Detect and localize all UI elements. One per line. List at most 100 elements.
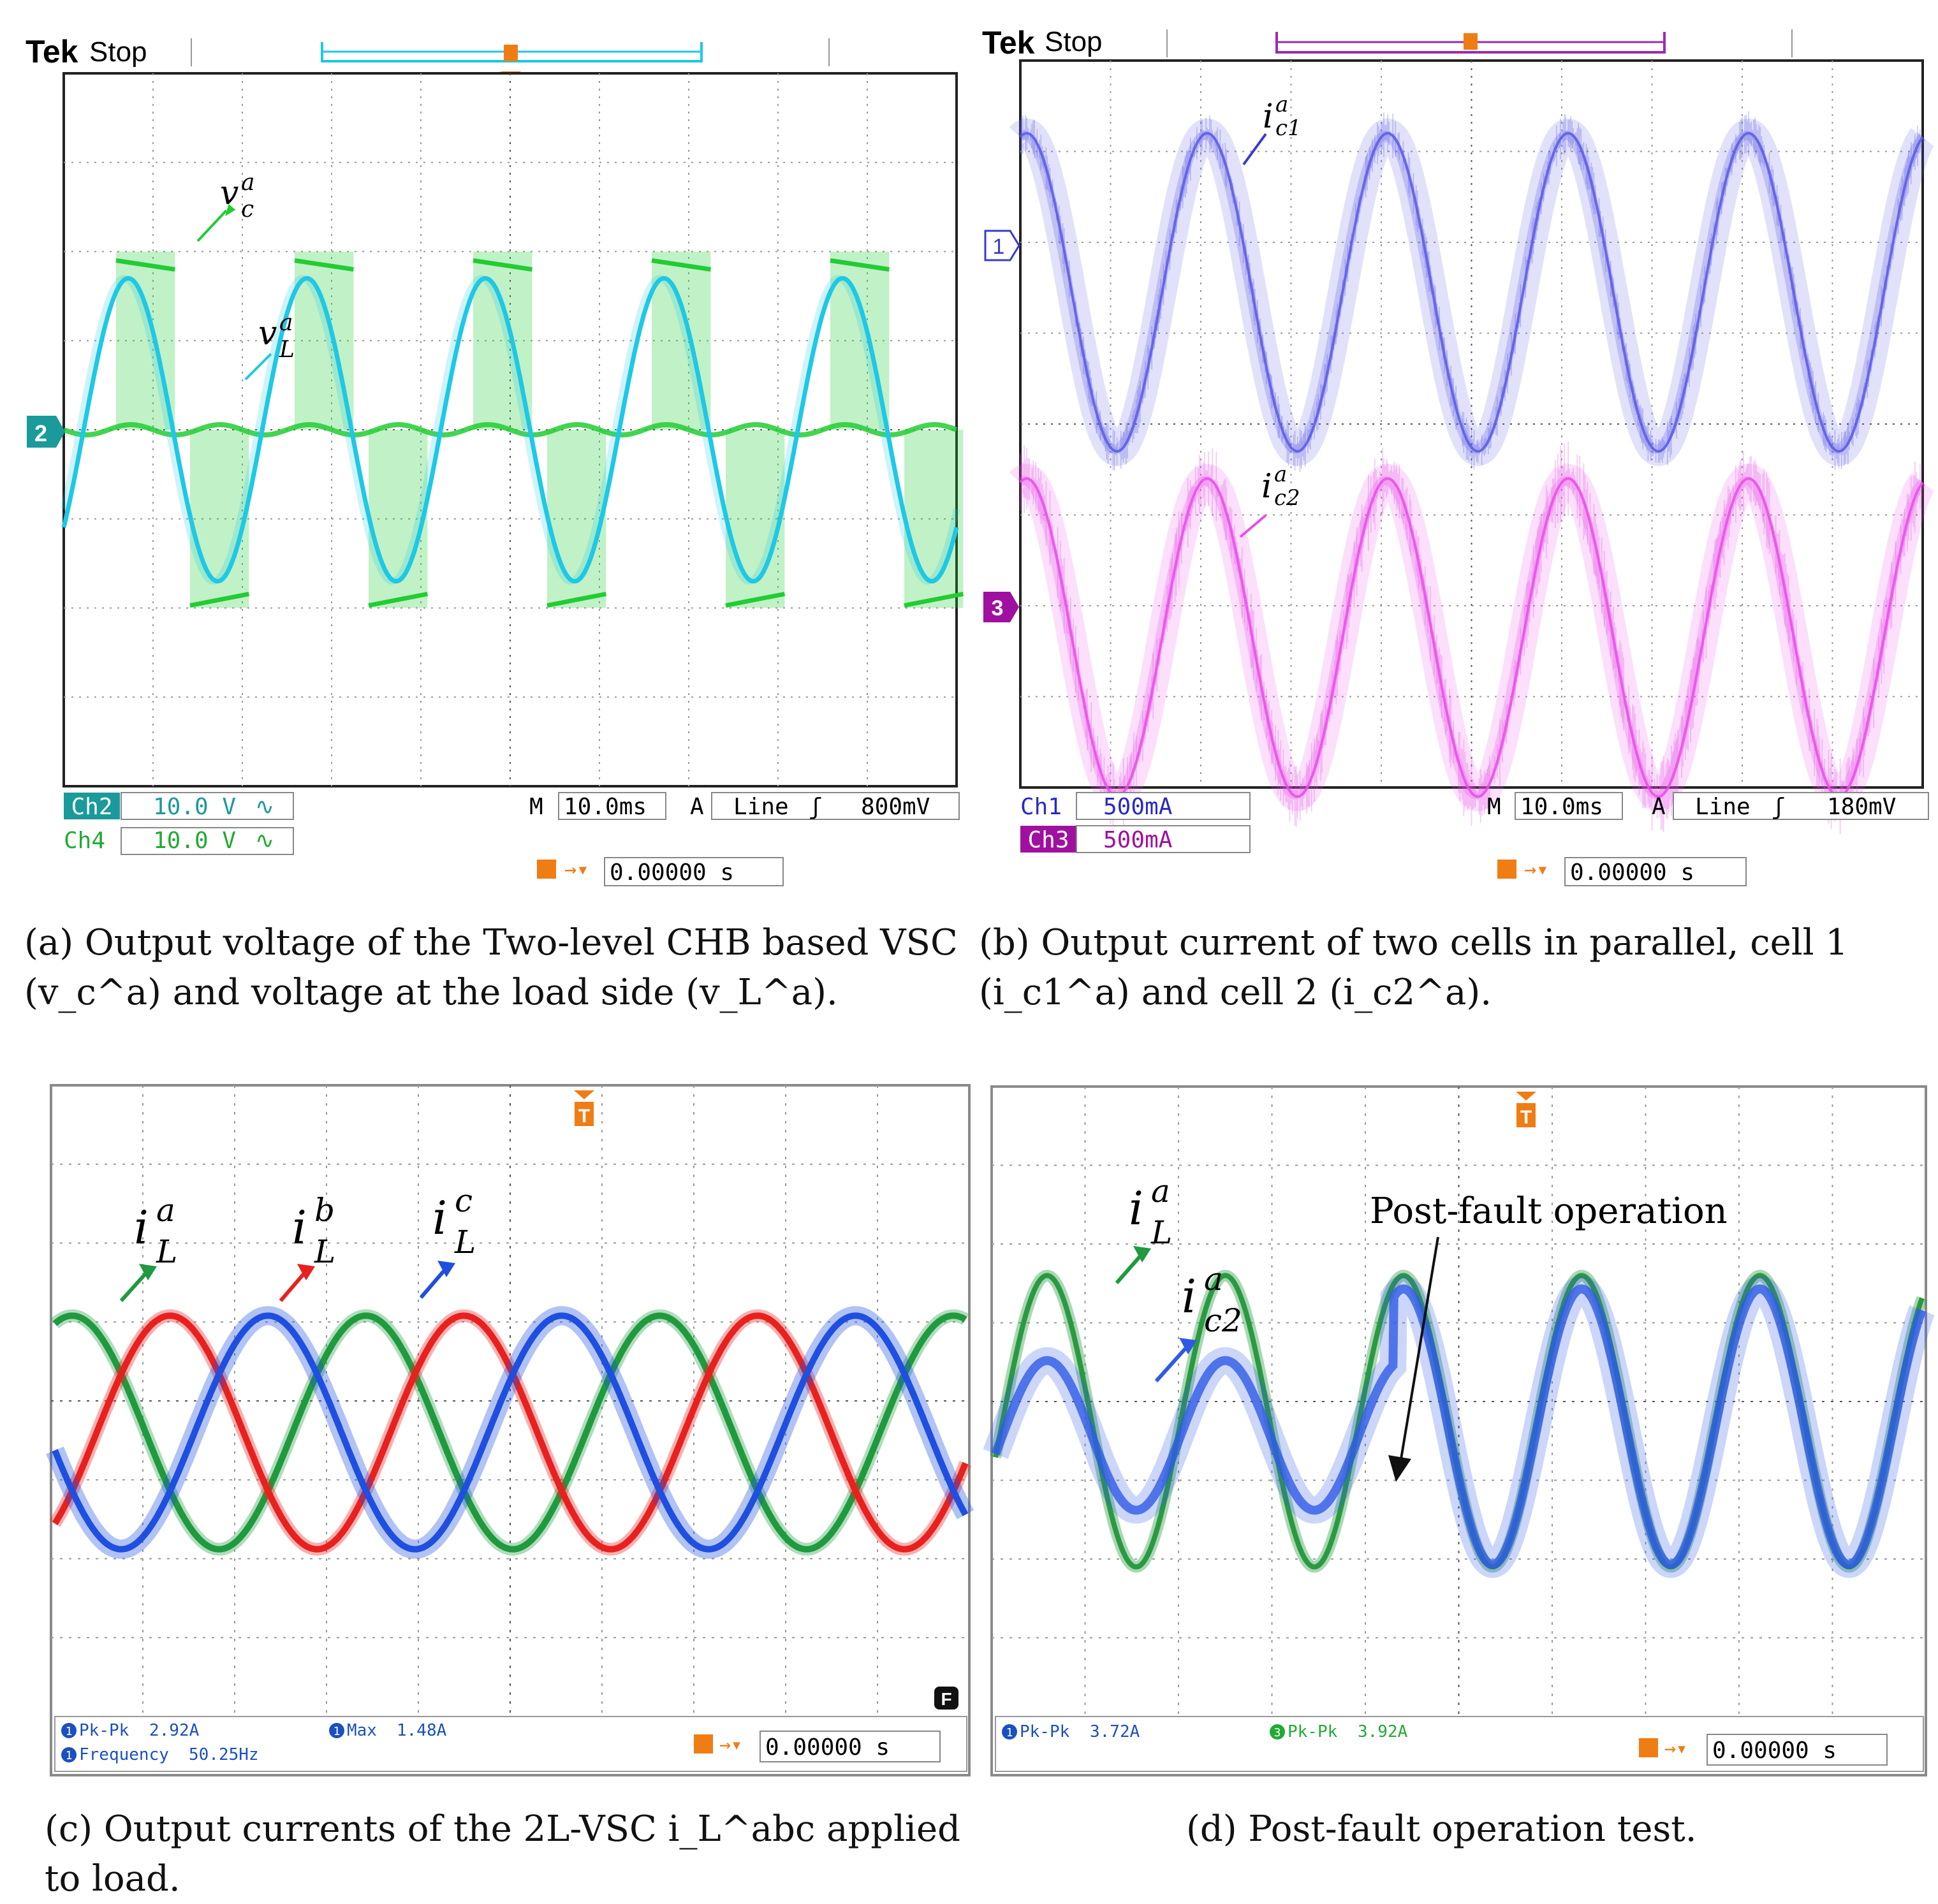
svg-text:i: i	[134, 1201, 149, 1254]
label-vla: v a L	[258, 310, 295, 363]
caption-a-text: (a) Output voltage of the Two-level CHB …	[24, 922, 958, 1013]
label-ilc-c: i c L	[432, 1182, 476, 1261]
ch2-scale: 10.0 V	[153, 794, 236, 820]
post-fault-arrowhead	[1388, 1455, 1411, 1482]
vc-bottom-edge	[725, 592, 786, 608]
label-ic2a: i a c2	[1261, 462, 1300, 511]
svg-text:T: T	[1520, 1107, 1532, 1128]
svg-text:ʃ: ʃ	[809, 794, 823, 820]
pkpk-ch3-d: 3.92A	[1358, 1722, 1408, 1741]
caption-c-text: (c) Output currents of the 2L-VSC i_L^ab…	[45, 1808, 960, 1900]
pkpk-value-c: 2.92A	[149, 1721, 200, 1740]
label-ilb-c: i b L	[292, 1192, 335, 1270]
trace-ch3	[1019, 477, 1924, 798]
ch4-scale: 10.0 V	[153, 828, 236, 854]
svg-text:v: v	[258, 314, 277, 353]
ch1-scale: 500mA	[1103, 794, 1173, 820]
svg-text:1: 1	[1006, 1726, 1013, 1739]
vc-square-bottom	[726, 430, 785, 608]
arrow-vla	[244, 353, 272, 381]
svg-text:→▾: →▾	[719, 1734, 742, 1756]
scope-screen-b: Tek Stop T 1 3 i a c1 i a c2 Ch1 500mA C…	[982, 25, 1934, 886]
svg-text:i: i	[1263, 98, 1274, 136]
svg-text:Pk-Pk: Pk-Pk	[79, 1721, 129, 1740]
svg-text:→▾: →▾	[1664, 1738, 1687, 1760]
panel-c: T i a L i b L i c L F 1 Pk-Pk 2.92A 1 Ma…	[46, 1078, 976, 1776]
svg-text:1: 1	[334, 1725, 341, 1738]
arrow-ic2a-d	[1154, 1342, 1191, 1383]
svg-text:Ch3: Ch3	[1027, 827, 1069, 853]
svg-text:a: a	[1151, 1173, 1170, 1210]
ch4-label: Ch4	[64, 828, 105, 854]
post-fault-arrow	[1398, 1236, 1439, 1467]
svg-text:i: i	[1129, 1182, 1143, 1235]
svg-text:i: i	[292, 1201, 307, 1254]
svg-text:a: a	[1204, 1261, 1223, 1298]
panel-a: Tek Stop T 2 v a c v a L Ch2 10.0 V ∿ Ch…	[0, 0, 982, 905]
caption-d-text: (d) Post-fault operation test.	[1186, 1808, 1697, 1850]
traces-d	[983, 1270, 1935, 1578]
label-vca: v a c	[220, 170, 254, 223]
svg-text:L: L	[279, 337, 295, 363]
svg-text:Pk-Pk: Pk-Pk	[1288, 1722, 1338, 1741]
label-ic1a: i a c1	[1263, 92, 1302, 141]
svg-text:i: i	[1182, 1270, 1196, 1323]
vc-bottom-edge	[189, 592, 250, 608]
timebase-b: 10.0ms	[1520, 794, 1603, 820]
svg-text:L: L	[156, 1233, 177, 1270]
svg-text:a: a	[1274, 462, 1287, 487]
vc-square-bottom	[369, 430, 428, 608]
max-value-c: 1.48A	[397, 1721, 447, 1740]
scope-screen-a: Tek Stop T 2 v a c v a L Ch2 10.0 V ∿ Ch…	[26, 34, 964, 886]
channel-badge-3: 3	[983, 592, 1019, 622]
svg-text:1: 1	[66, 1749, 73, 1762]
tek-brand-a: Tek	[26, 34, 78, 70]
svg-text:a: a	[1275, 92, 1288, 117]
acq-state-b: Stop	[1045, 26, 1103, 57]
grid-a	[64, 73, 957, 786]
svg-text:M: M	[1487, 794, 1501, 820]
phase-current-c	[52, 1312, 969, 1553]
caption-c: (c) Output currents of the 2L-VSC i_L^ab…	[45, 1805, 982, 1904]
svg-text:T: T	[578, 1106, 590, 1127]
svg-text:L: L	[454, 1224, 476, 1261]
panel-b: Tek Stop T 1 3 i a c1 i a c2 Ch1 500mA C…	[969, 0, 1938, 905]
svg-text:c2: c2	[1274, 485, 1300, 511]
caption-d: (d) Post-fault operation test.	[1186, 1805, 1888, 1854]
vc-bottom-edge	[904, 592, 964, 608]
frequency-value-c: 50.25Hz	[189, 1745, 259, 1764]
trigger-marker-d: T	[1516, 1092, 1536, 1128]
svg-text:1: 1	[993, 235, 1005, 259]
channel-badge-1: 1	[984, 230, 1020, 261]
svg-text:L: L	[1150, 1214, 1172, 1251]
tek-brand-b: Tek	[982, 25, 1035, 61]
trigger-source-b: Line	[1695, 794, 1751, 820]
svg-text:Ch2: Ch2	[71, 794, 112, 820]
grid-b	[1020, 61, 1923, 787]
svg-text:Pk-Pk: Pk-Pk	[1020, 1722, 1070, 1741]
svg-text:i: i	[432, 1191, 447, 1245]
ic2a-trace	[991, 1284, 1927, 1569]
svg-text:3: 3	[1274, 1726, 1281, 1739]
vc-top-edge	[651, 258, 711, 272]
panel-d: T i a L i a c2 Post-fault operation 1 Pk…	[983, 1078, 1935, 1776]
svg-text:A: A	[1652, 794, 1666, 820]
ch2-label-box	[64, 793, 120, 819]
vc-square-bottom	[904, 430, 964, 608]
trigger-time-c: 0.00000 s	[765, 1734, 890, 1761]
arrowhead-ila-c	[139, 1264, 157, 1280]
phase-current-b	[52, 1312, 969, 1553]
svg-text:2: 2	[34, 420, 47, 446]
trigger-time-d: 0.00000 s	[1712, 1738, 1837, 1764]
svg-text:A: A	[690, 794, 704, 820]
vc-bottom-edge	[547, 592, 607, 608]
scope-screen-c: T i a L i b L i c L F 1 Pk-Pk 2.92A 1 Ma…	[46, 1084, 974, 1776]
scope-screen-d: T i a L i a c2 Post-fault operation 1 Pk…	[983, 1085, 1935, 1776]
arrow-ic2a	[1239, 514, 1267, 538]
vc-top-edge	[473, 258, 532, 272]
caption-b-text: (b) Output current of two cells in paral…	[979, 922, 1848, 1013]
svg-text:c: c	[455, 1182, 473, 1219]
vc-square-bottom	[190, 430, 249, 608]
svg-text:→▾: →▾	[564, 857, 589, 881]
arrowhead-ilb-c	[297, 1264, 315, 1280]
